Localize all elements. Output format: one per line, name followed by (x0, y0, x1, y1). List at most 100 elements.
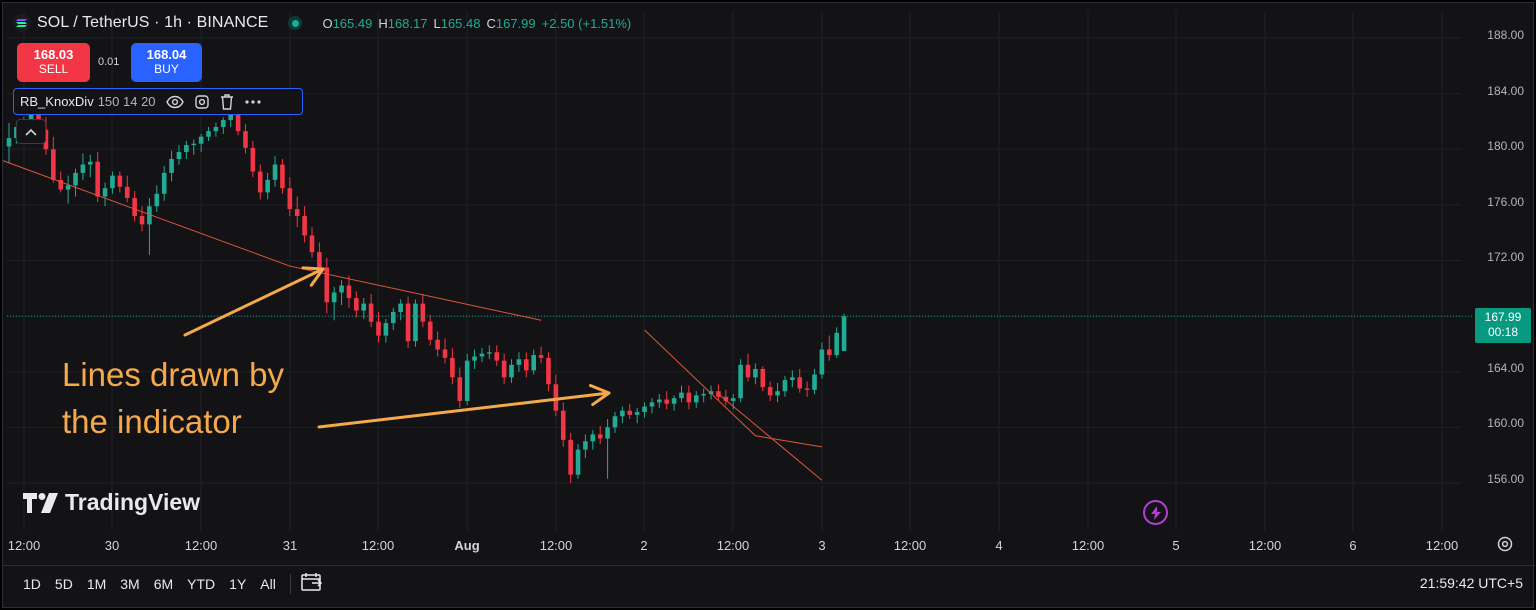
range-all[interactable]: All (260, 575, 276, 592)
candle-body (730, 398, 736, 401)
time-label: 3 (818, 538, 826, 553)
candle-body (634, 412, 640, 415)
time-label: 30 (104, 538, 120, 553)
candle-body (568, 439, 573, 475)
eye-icon[interactable] (165, 95, 184, 109)
candle-body (324, 267, 330, 303)
indicator-args: 150 14 20 (97, 94, 156, 109)
candle-body (110, 175, 115, 189)
indicator-divergence-line (3, 160, 290, 267)
indicator-legend[interactable]: RB_KnoxDiv 150 14 20 (13, 88, 303, 115)
time-label: 12:00 (1248, 538, 1282, 553)
date-range-calendar-icon[interactable] (301, 572, 323, 595)
indicator-name[interactable]: RB_KnoxDiv (20, 94, 94, 109)
annotation-arrow-upper-head (301, 266, 325, 287)
close-value: 167.99 (495, 15, 536, 31)
candle-body (450, 357, 455, 378)
chart-settings-gear-icon[interactable] (1496, 535, 1514, 558)
time-label: 4 (995, 538, 1003, 553)
tradingview-logo[interactable]: TradingView (23, 489, 200, 516)
buy-button[interactable]: 168.04 BUY (131, 43, 202, 82)
sell-button[interactable]: 168.03 SELL (17, 43, 90, 82)
candle-body (287, 188, 293, 210)
price-label: 156.00 (1487, 472, 1524, 486)
settings-gear-icon[interactable] (194, 94, 210, 110)
candle-body (265, 179, 270, 193)
price-axis[interactable]: 188.00 184.00 180.00 176.00 172.00 164.0… (1463, 3, 1535, 555)
candle-body (642, 406, 647, 413)
candle-body (420, 303, 426, 322)
candle-body (427, 321, 433, 340)
price-label: 164.00 (1487, 361, 1524, 375)
candle-body (597, 434, 603, 439)
candle-body (782, 380, 788, 392)
candle-body (383, 323, 389, 336)
candle-body (479, 353, 485, 357)
time-label: Aug (454, 538, 480, 553)
toolbar-divider (289, 573, 291, 594)
utc-clock[interactable]: 21:59:42 UTC+5 (1419, 575, 1523, 591)
range-3m[interactable]: 3M (120, 575, 140, 592)
candle-body (87, 161, 93, 165)
collapse-legend-button[interactable] (16, 119, 46, 144)
current-price: 167.99 (1484, 310, 1522, 324)
candle-body (302, 216, 307, 236)
candle-body (760, 368, 766, 388)
candle-body (538, 355, 544, 358)
candle-body (560, 410, 566, 440)
low-label: L (433, 15, 441, 31)
range-1y[interactable]: 1Y (229, 575, 247, 592)
candle-body (154, 193, 160, 207)
range-5d[interactable]: 5D (54, 575, 73, 592)
candle-body (339, 285, 344, 293)
candle-body (317, 252, 322, 268)
chart-canvas[interactable] (3, 3, 1533, 563)
candle-body (250, 147, 256, 172)
candle-body (354, 298, 359, 311)
candle-body (738, 364, 743, 399)
sell-price: 168.03 (33, 47, 74, 62)
candle-body (487, 352, 492, 354)
trash-icon[interactable] (220, 93, 234, 110)
candle-body (132, 197, 137, 216)
candle-body (612, 416, 618, 428)
price-label: 176.00 (1487, 195, 1524, 209)
candle-body (361, 303, 367, 311)
lightning-bolt-icon[interactable] (1143, 500, 1168, 525)
candle-body (58, 179, 64, 190)
candle-body (679, 392, 684, 399)
candle-body (708, 391, 714, 394)
candle-body (198, 136, 204, 144)
candle-body (826, 349, 832, 356)
spread-value: 0.01 (98, 56, 120, 68)
candle-body (228, 114, 233, 121)
range-1d[interactable]: 1D (23, 575, 41, 592)
candle-body (804, 388, 810, 390)
more-options-icon[interactable] (244, 99, 262, 105)
buy-price: 168.04 (146, 47, 187, 62)
candle-body (546, 357, 551, 385)
candle-body (775, 391, 780, 396)
time-label: 12:00 (539, 538, 573, 553)
symbol-title[interactable]: SOL / TetherUS · 1h · BINANCE (37, 14, 269, 31)
range-6m[interactable]: 6M (153, 575, 174, 592)
time-label: 2 (640, 538, 648, 553)
price-label: 188.00 (1487, 28, 1524, 42)
candle-body (701, 394, 706, 396)
candle-body (6, 138, 12, 147)
symbol-header[interactable]: SOL / TetherUS · 1h · BINANCE O165.49 H1… (13, 14, 631, 32)
candle-body (790, 377, 795, 381)
range-1m[interactable]: 1M (86, 575, 107, 592)
candle-body (206, 131, 211, 137)
bottom-toolbar: 1D 5D 1M 3M 6M YTD 1Y All 21:59:42 UTC+5 (3, 565, 1535, 601)
candle-body (575, 449, 581, 475)
candle-body (553, 384, 559, 411)
candle-body (516, 359, 522, 365)
candle-body (184, 145, 189, 153)
range-ytd[interactable]: YTD (187, 575, 216, 592)
candle-body (28, 108, 34, 127)
candle-body (649, 402, 655, 407)
time-axis[interactable]: 12:00 30 12:00 31 12:00 Aug 12:00 2 12:0… (3, 533, 1503, 555)
candle-body (472, 356, 477, 361)
